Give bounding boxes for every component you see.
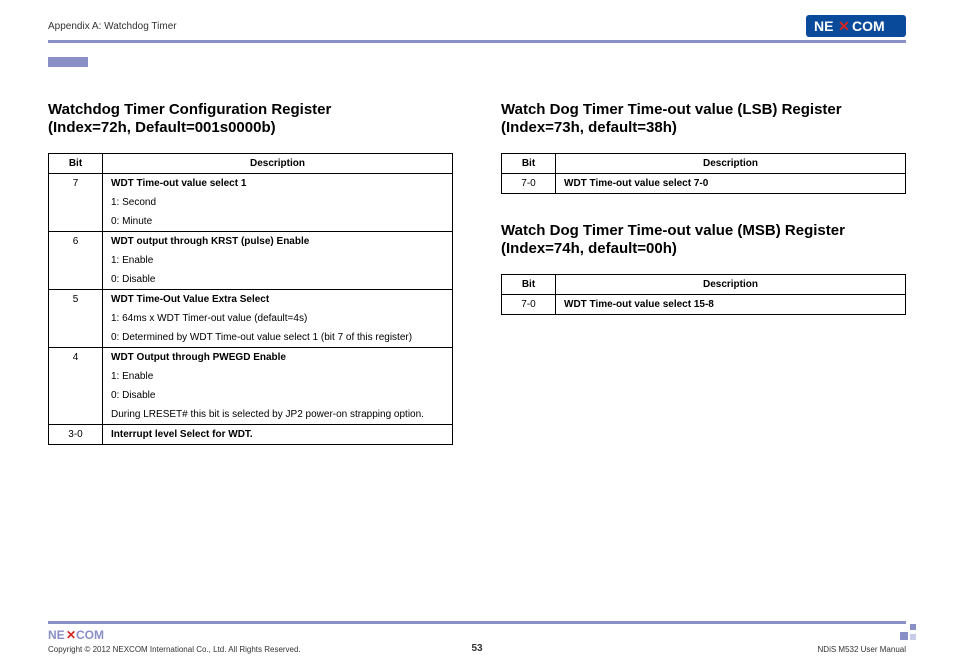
cell-desc: WDT Time-out value select 7-0 bbox=[556, 174, 906, 194]
heading-line2: (Index=72h, Default=001s0000b) bbox=[48, 119, 276, 136]
appendix-label: Appendix A: Watchdog Timer bbox=[48, 21, 177, 32]
col-bit: Bit bbox=[502, 154, 556, 174]
footer: NE ✕ COM Copyright © 2012 NEXCOM Interna… bbox=[48, 621, 906, 654]
left-column: Watchdog Timer Configuration Register (I… bbox=[48, 101, 453, 445]
cell-desc: 0: Disable bbox=[103, 386, 453, 405]
svg-text:✕: ✕ bbox=[66, 628, 76, 642]
msb-register-table: Bit Description 7-0 WDT Time-out value s… bbox=[501, 274, 906, 315]
cell-bit bbox=[49, 251, 103, 270]
table-row: 7-0 WDT Time-out value select 15-8 bbox=[502, 295, 906, 315]
cell-bit bbox=[49, 367, 103, 386]
cell-desc: 0: Disable bbox=[103, 270, 453, 290]
cell-desc: 1: Second bbox=[103, 193, 453, 212]
table-row: During LRESET# this bit is selected by J… bbox=[49, 405, 453, 425]
col-desc: Description bbox=[556, 154, 906, 174]
svg-text:NE: NE bbox=[814, 18, 833, 34]
right-heading-a: Watch Dog Timer Time-out value (LSB) Reg… bbox=[501, 101, 906, 137]
cell-bit: 7-0 bbox=[502, 295, 556, 315]
left-heading: Watchdog Timer Configuration Register (I… bbox=[48, 101, 453, 137]
footer-logo: NE ✕ COM bbox=[48, 627, 301, 643]
cell-desc: WDT Time-out value select 1 bbox=[103, 174, 453, 194]
table-row: 0: Disable bbox=[49, 386, 453, 405]
cell-bit bbox=[49, 212, 103, 232]
table-row: 1: 64ms x WDT Timer-out value (default=4… bbox=[49, 309, 453, 328]
cell-bit: 6 bbox=[49, 232, 103, 252]
header-row: Appendix A: Watchdog Timer NE ✕ COM bbox=[48, 14, 906, 38]
svg-text:NE: NE bbox=[48, 628, 65, 642]
col-desc: Description bbox=[103, 154, 453, 174]
cell-desc: 1: 64ms x WDT Timer-out value (default=4… bbox=[103, 309, 453, 328]
cell-desc: During LRESET# this bit is selected by J… bbox=[103, 405, 453, 425]
cell-bit bbox=[49, 328, 103, 348]
cell-bit bbox=[49, 386, 103, 405]
cell-bit bbox=[49, 309, 103, 328]
cell-bit bbox=[49, 405, 103, 425]
cell-desc: WDT Time-out value select 15-8 bbox=[556, 295, 906, 315]
col-bit: Bit bbox=[49, 154, 103, 174]
table-row: 7WDT Time-out value select 1 bbox=[49, 174, 453, 194]
svg-text:COM: COM bbox=[852, 18, 885, 34]
col-bit: Bit bbox=[502, 275, 556, 295]
heading-line2: (Index=73h, default=38h) bbox=[501, 119, 677, 136]
table-header-row: Bit Description bbox=[49, 154, 453, 174]
cell-bit bbox=[49, 193, 103, 212]
footer-left: NE ✕ COM Copyright © 2012 NEXCOM Interna… bbox=[48, 627, 301, 654]
table-row: 0: Disable bbox=[49, 270, 453, 290]
cell-desc: WDT output through KRST (pulse) Enable bbox=[103, 232, 453, 252]
cell-bit: 4 bbox=[49, 348, 103, 368]
table-row: 3-0Interrupt level Select for WDT. bbox=[49, 425, 453, 445]
footer-rule bbox=[48, 621, 906, 624]
cell-desc: 1: Enable bbox=[103, 367, 453, 386]
content-columns: Watchdog Timer Configuration Register (I… bbox=[48, 101, 906, 445]
cell-bit: 7 bbox=[49, 174, 103, 194]
col-desc: Description bbox=[556, 275, 906, 295]
table-header-row: Bit Description bbox=[502, 154, 906, 174]
cell-desc: 0: Determined by WDT Time-out value sele… bbox=[103, 328, 453, 348]
cell-desc: WDT Time-Out Value Extra Select bbox=[103, 290, 453, 310]
svg-text:COM: COM bbox=[76, 628, 104, 642]
cell-bit bbox=[49, 270, 103, 290]
brand-logo: NE ✕ COM bbox=[806, 15, 906, 37]
lsb-register-table: Bit Description 7-0 WDT Time-out value s… bbox=[501, 153, 906, 194]
heading-line1: Watch Dog Timer Time-out value (MSB) Reg… bbox=[501, 222, 845, 239]
cell-bit: 3-0 bbox=[49, 425, 103, 445]
table-row: 1: Enable bbox=[49, 251, 453, 270]
heading-line1: Watchdog Timer Configuration Register bbox=[48, 101, 331, 118]
cell-desc: WDT Output through PWEGD Enable bbox=[103, 348, 453, 368]
heading-line2: (Index=74h, default=00h) bbox=[501, 240, 677, 257]
table-row: 6WDT output through KRST (pulse) Enable bbox=[49, 232, 453, 252]
footer-row: NE ✕ COM Copyright © 2012 NEXCOM Interna… bbox=[48, 627, 906, 654]
cell-desc: 0: Minute bbox=[103, 212, 453, 232]
table-row: 1: Enable bbox=[49, 367, 453, 386]
cell-bit: 5 bbox=[49, 290, 103, 310]
doc-title: NDiS M532 User Manual bbox=[818, 645, 906, 654]
cell-desc: Interrupt level Select for WDT. bbox=[103, 425, 453, 445]
table-row: 0: Minute bbox=[49, 212, 453, 232]
section-tab bbox=[48, 57, 88, 67]
svg-text:✕: ✕ bbox=[838, 18, 850, 34]
table-row: 0: Determined by WDT Time-out value sele… bbox=[49, 328, 453, 348]
config-register-table: Bit Description 7WDT Time-out value sele… bbox=[48, 153, 453, 445]
table-row: 7-0 WDT Time-out value select 7-0 bbox=[502, 174, 906, 194]
page-number: 53 bbox=[471, 643, 482, 654]
top-rule bbox=[48, 40, 906, 43]
table-row: 1: Second bbox=[49, 193, 453, 212]
cell-bit: 7-0 bbox=[502, 174, 556, 194]
table-header-row: Bit Description bbox=[502, 275, 906, 295]
table-row: 5WDT Time-Out Value Extra Select bbox=[49, 290, 453, 310]
right-column: Watch Dog Timer Time-out value (LSB) Reg… bbox=[501, 101, 906, 445]
page: Appendix A: Watchdog Timer NE ✕ COM Watc… bbox=[0, 0, 954, 672]
cell-desc: 1: Enable bbox=[103, 251, 453, 270]
table-row: 4WDT Output through PWEGD Enable bbox=[49, 348, 453, 368]
copyright-text: Copyright © 2012 NEXCOM International Co… bbox=[48, 645, 301, 654]
right-heading-b: Watch Dog Timer Time-out value (MSB) Reg… bbox=[501, 222, 906, 258]
heading-line1: Watch Dog Timer Time-out value (LSB) Reg… bbox=[501, 101, 842, 118]
